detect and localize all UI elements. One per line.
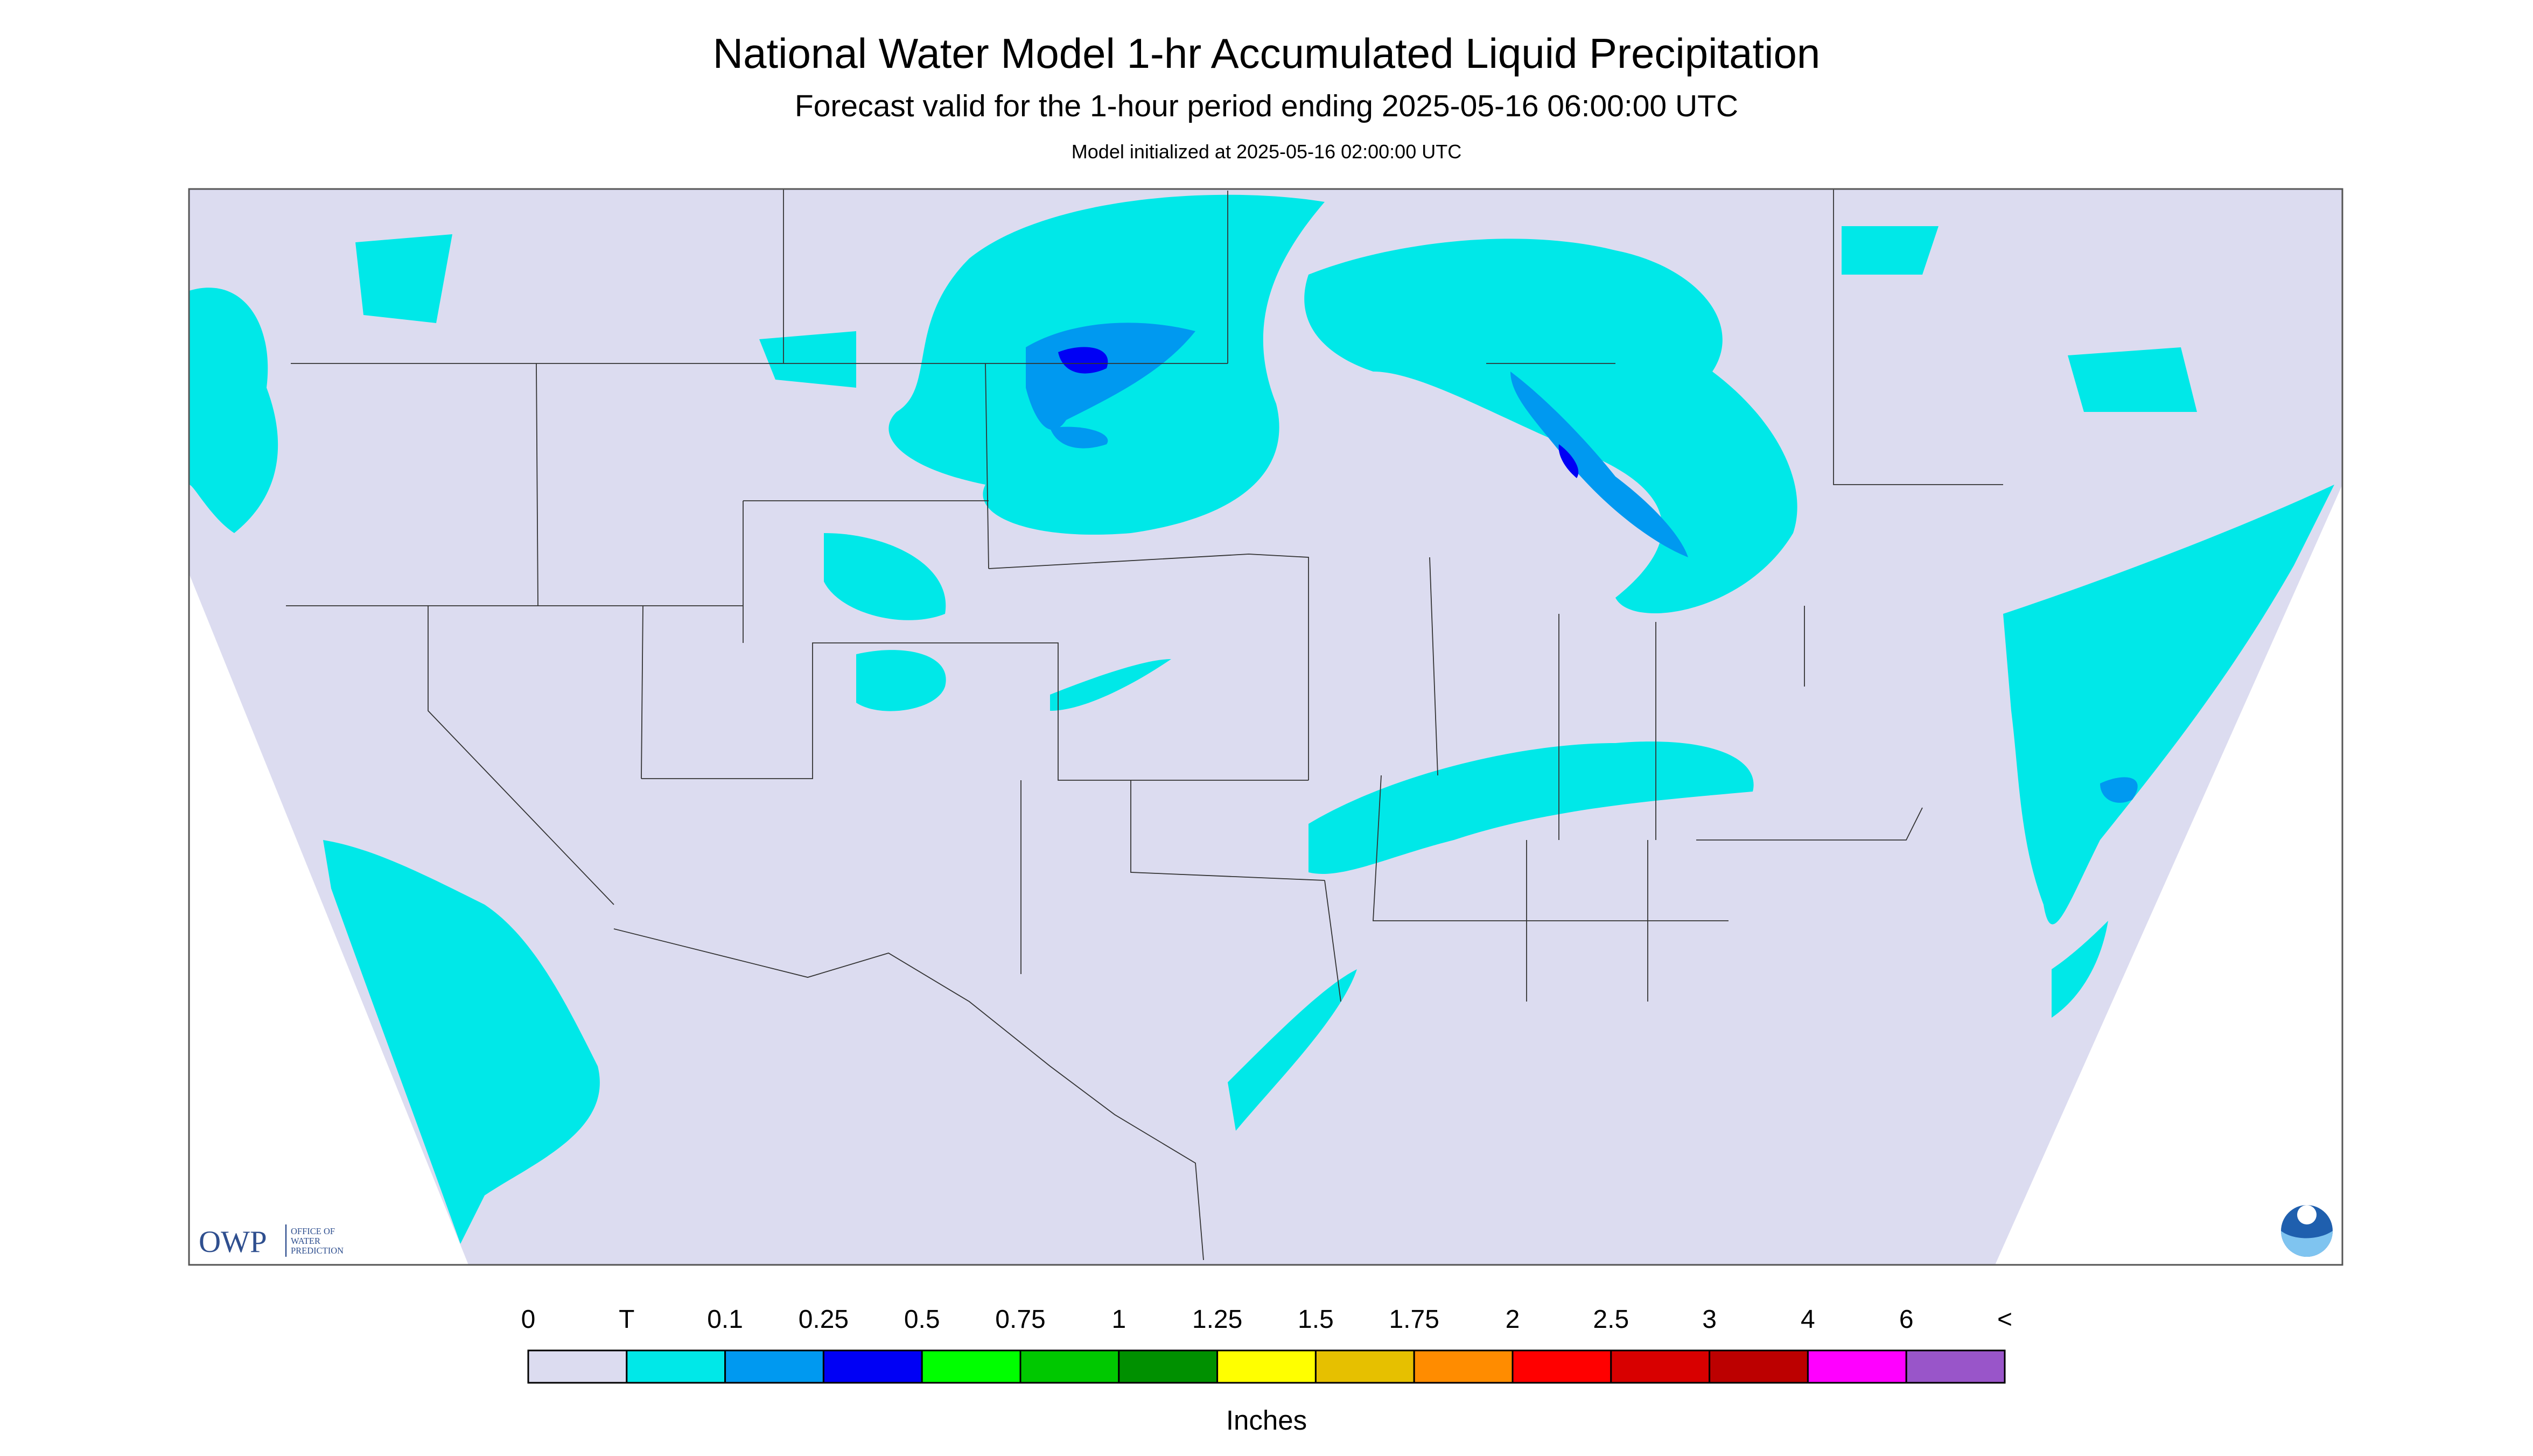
colorbar-label: T [619, 1305, 634, 1334]
colorbar-swatch [822, 1349, 923, 1384]
colorbar-swatch [1019, 1349, 1120, 1384]
colorbar-swatch [921, 1349, 1021, 1384]
subtitle: Forecast valid for the 1-hour period end… [795, 89, 1738, 123]
colorbar-swatch [1807, 1349, 1907, 1384]
colorbar-swatch [1905, 1349, 2006, 1384]
colorbar-swatch [1216, 1349, 1317, 1384]
logo-line: WATER [291, 1236, 320, 1246]
logo-line: OFFICE OF [291, 1226, 335, 1236]
precip-heavy [1058, 347, 1579, 479]
map [188, 188, 2343, 1266]
logo-line: PREDICTION [291, 1245, 344, 1256]
colorbar-label: 0.25 [799, 1305, 849, 1334]
colorbar-label: 0.1 [707, 1305, 743, 1334]
colorbar-swatch [724, 1349, 824, 1384]
precip-light [189, 194, 2334, 1244]
colorbar-label: 4 [1801, 1305, 1815, 1334]
owp-logo: OWP OFFICE OF WATER PREDICTION [199, 1224, 344, 1259]
colorbar-label: 1.25 [1192, 1305, 1242, 1334]
colorbar-label: 1 [1111, 1305, 1126, 1334]
colorbar-label: 3 [1702, 1305, 1717, 1334]
colorbar-label: 6 [1899, 1305, 1914, 1334]
colorbar-label: < [1997, 1305, 2012, 1334]
colorbar-swatch [1118, 1349, 1219, 1384]
colorbar-label: 1.75 [1389, 1305, 1439, 1334]
title: National Water Model 1-hr Accumulated Li… [713, 30, 1821, 77]
colorbar-swatch [626, 1349, 726, 1384]
colorbar-swatch [527, 1349, 628, 1384]
map-frame [188, 188, 2343, 1266]
colorbar-unit: Inches [1226, 1405, 1307, 1436]
colorbar-swatch [1413, 1349, 1514, 1384]
init-time: Model initialized at 2025-05-16 02:00:00… [1072, 141, 1461, 163]
noaa-logo [2281, 1205, 2333, 1257]
colorbar-label: 2 [1506, 1305, 1520, 1334]
colorbar-swatch [1314, 1349, 1415, 1384]
colorbar-swatch [1709, 1349, 1809, 1384]
colorbar-label: 0 [521, 1305, 536, 1334]
colorbar-label: 0.75 [995, 1305, 1045, 1334]
colorbar-label: 0.5 [904, 1305, 940, 1334]
colorbar: 0 T 0.1 0.25 0.5 0.75 1 1.25 1.5 1.75 2 2.5 3 4 6 < [521, 1305, 2012, 1384]
colorbar-swatch [1512, 1349, 1612, 1384]
boundaries [286, 189, 2003, 1261]
map-domain [189, 189, 2342, 1265]
colorbar-label: 2.5 [1593, 1305, 1629, 1334]
colorbar-label: 1.5 [1298, 1305, 1334, 1334]
colorbar-swatch [1610, 1349, 1711, 1384]
logo-acronym: OWP [199, 1225, 267, 1259]
